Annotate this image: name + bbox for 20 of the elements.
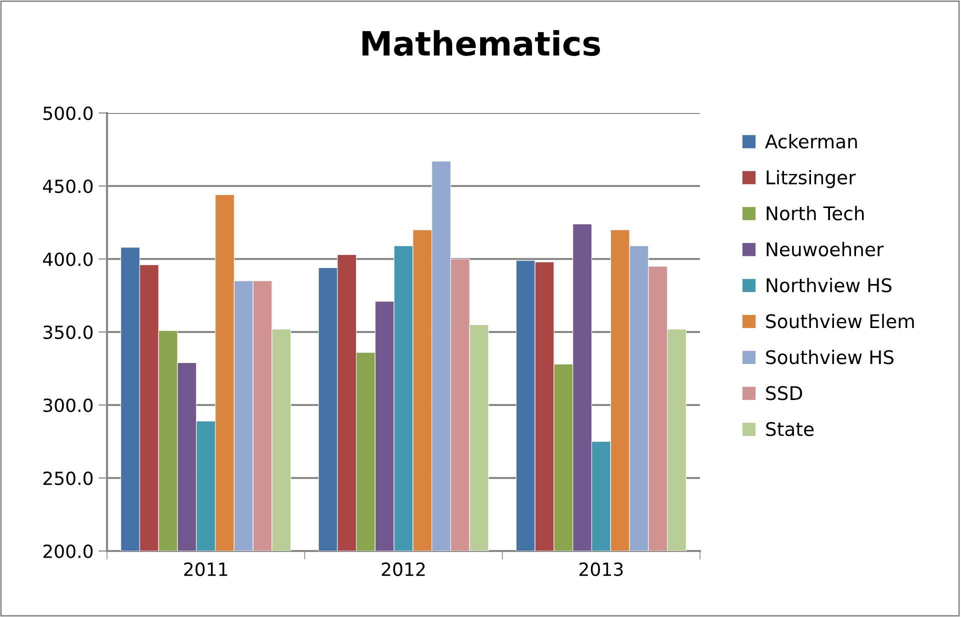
legend-label: Ackerman	[765, 134, 857, 149]
y-tick-label: 300.0	[43, 398, 93, 412]
y-tick-label: 250.0	[43, 471, 93, 486]
y-tick-label: 200.0	[43, 544, 93, 558]
x-tick-label: 2013	[580, 562, 623, 576]
x-tick-label: 2012	[382, 562, 425, 576]
legend-label: North Tech	[766, 206, 864, 220]
legend-label: Southview Elem	[766, 314, 914, 328]
legend-label: Litzsinger	[766, 170, 856, 188]
legend-label: State	[766, 422, 814, 436]
y-tick-label: 450.0	[43, 179, 93, 194]
y-tick-label: 500.0	[44, 106, 93, 120]
legend-label: Neuwoehner	[766, 242, 884, 256]
legend-label: Southview HS	[766, 350, 894, 364]
legend-label: Northview HS	[766, 278, 892, 292]
x-tick-label: 2011	[184, 562, 228, 576]
legend-label: SSD	[766, 386, 802, 400]
chart-title: Mathematics	[362, 30, 600, 56]
y-tick-label: 350.0	[43, 325, 93, 340]
y-tick-label: 400.0	[43, 252, 93, 266]
